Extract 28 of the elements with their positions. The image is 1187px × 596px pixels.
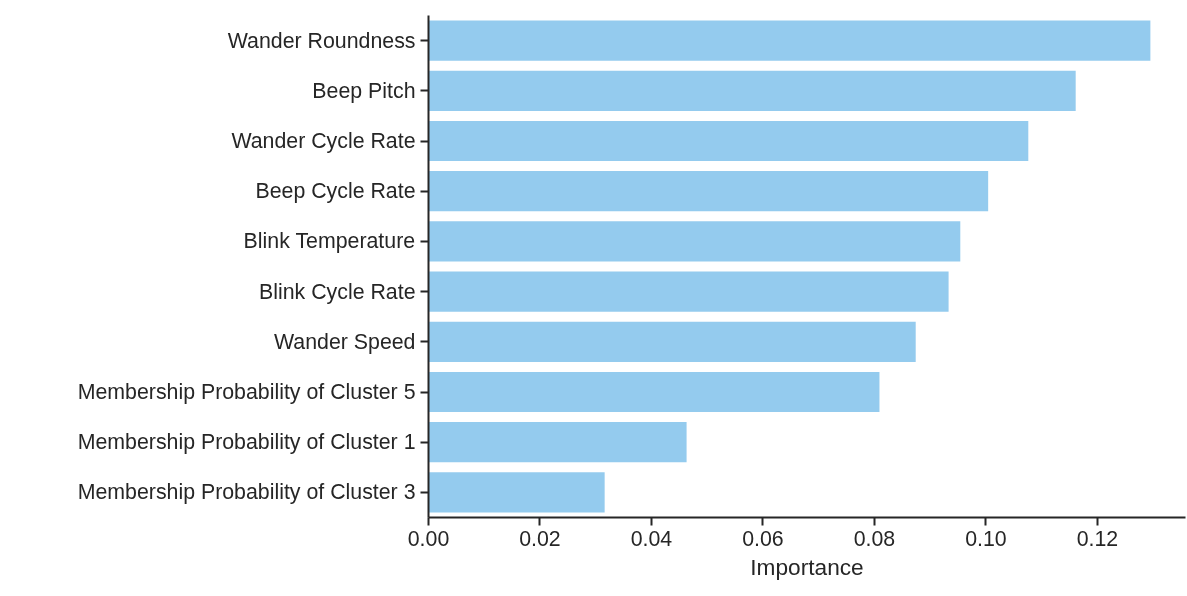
y-tick-label: Wander Roundness: [227, 28, 416, 53]
x-tick-label: 0.04: [630, 526, 673, 551]
bar: [428, 472, 605, 513]
y-tick-label: Beep Cycle Rate: [255, 179, 416, 204]
bar: [428, 171, 989, 212]
bar: [428, 20, 1151, 61]
bar: [428, 321, 916, 362]
x-tick-label: 0.08: [853, 526, 896, 551]
y-tick-label: Blink Cycle Rate: [259, 279, 416, 304]
bar: [428, 271, 949, 312]
bar: [428, 221, 961, 262]
y-tick-label: Beep Pitch: [312, 78, 416, 103]
bar: [428, 371, 880, 413]
y-tick-label: Blink Temperature: [243, 229, 416, 254]
y-tick-label: Wander Cycle Rate: [231, 129, 416, 153]
y-tick-label: Membership Probability of Cluster 1: [77, 430, 416, 455]
x-axis-title: Importance: [750, 553, 864, 580]
x-tick-label: 0.12: [1076, 526, 1119, 551]
x-tick-label: 0.06: [742, 526, 784, 551]
bar: [428, 70, 1076, 111]
bar: [428, 120, 1029, 162]
x-tick-label: 0.00: [407, 526, 450, 551]
y-tick-label: Membership Probability of Cluster 3: [77, 480, 416, 505]
y-tick-label: Wander Speed: [274, 329, 416, 354]
x-tick-label: 0.02: [519, 526, 561, 551]
x-tick-label: 0.10: [965, 526, 1007, 551]
y-tick-label: Membership Probability of Cluster 5: [77, 380, 416, 404]
bar: [428, 422, 687, 463]
